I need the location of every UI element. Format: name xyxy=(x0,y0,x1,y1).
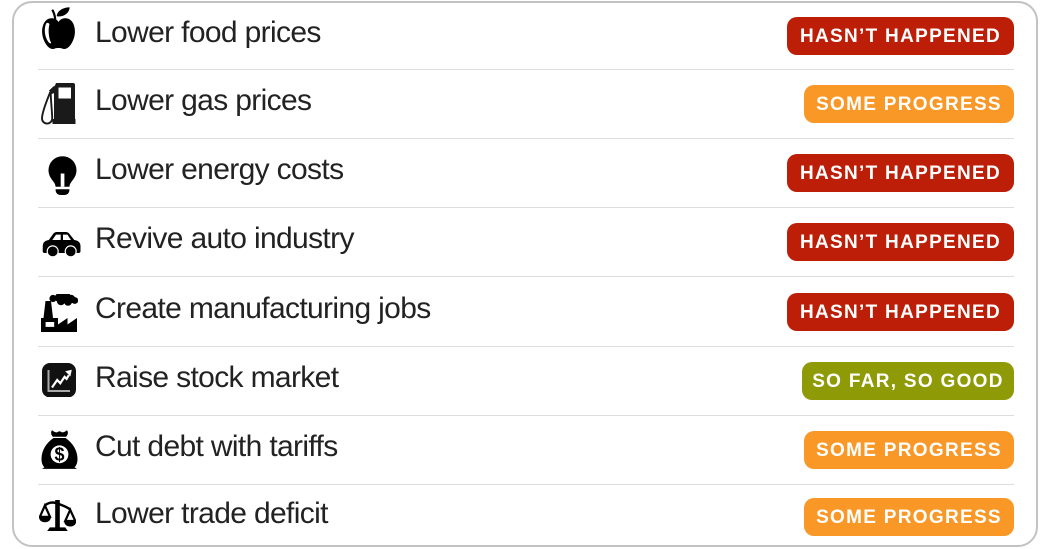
svg-text:$: $ xyxy=(54,445,64,465)
